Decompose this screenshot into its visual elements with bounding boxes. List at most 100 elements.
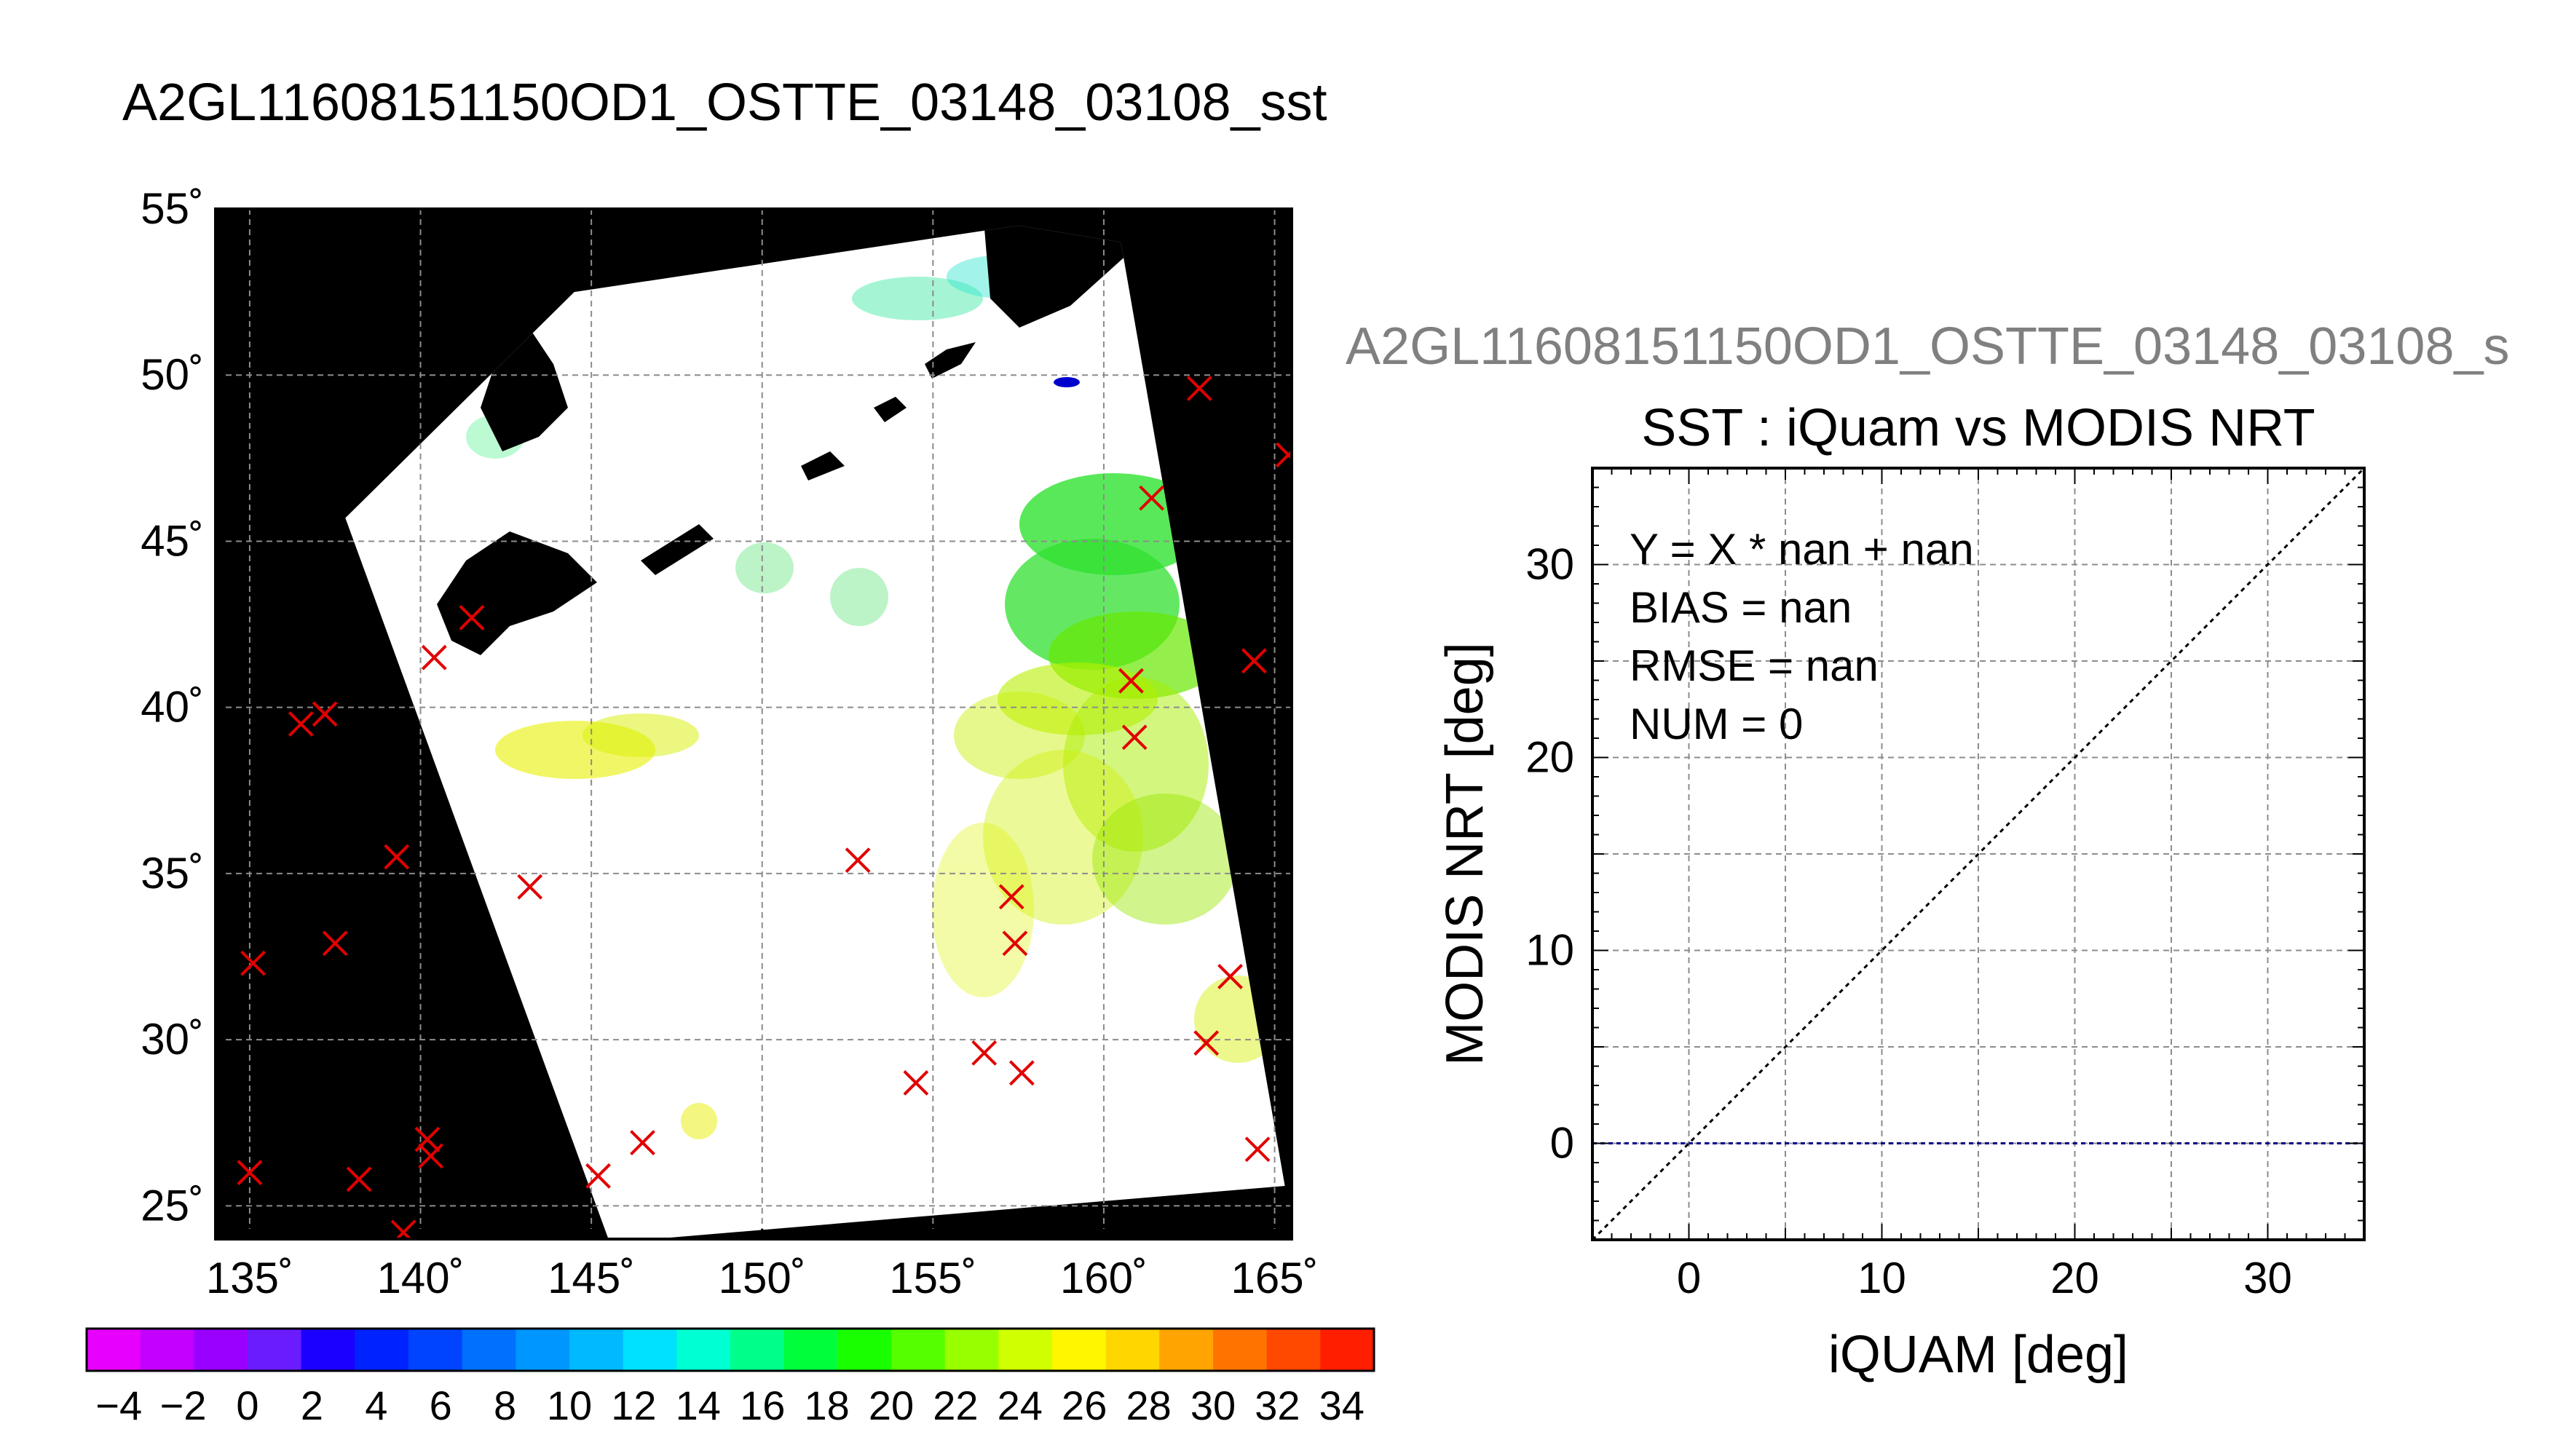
map-swath — [345, 225, 1285, 1239]
map-point — [845, 847, 871, 874]
scatter-x-tick-label: 10 — [1857, 1254, 1906, 1302]
colorbar-tick-label: 6 — [430, 1382, 452, 1428]
map-point — [237, 1160, 263, 1186]
colorbar-tick-label: 18 — [804, 1382, 849, 1428]
map-x-tick-label: 135˚ — [206, 1254, 293, 1302]
map-point — [1186, 376, 1212, 401]
scatter-y-tick-label: 0 — [1550, 1119, 1574, 1168]
map-point — [1118, 668, 1144, 694]
colorbar-tick-label: 28 — [1126, 1382, 1171, 1428]
map-point — [1139, 485, 1165, 511]
scatter-y-tick-label: 10 — [1525, 926, 1574, 975]
colorbar-tick-label: 34 — [1319, 1382, 1365, 1428]
colorbar-cell — [1159, 1329, 1214, 1371]
map-y-tick-label: 40˚ — [141, 683, 204, 732]
map-point — [346, 1166, 372, 1192]
colorbar-cell — [248, 1329, 302, 1371]
colorbar-tick-label: 10 — [547, 1382, 592, 1428]
colorbar-cell — [1213, 1329, 1268, 1371]
scatter-annotation: NUM = 0 — [1630, 700, 1803, 748]
map-point — [1275, 442, 1292, 468]
colorbar-tick-label: 26 — [1062, 1382, 1107, 1428]
colorbar-cell — [837, 1329, 892, 1371]
colorbar-tick-label: 0 — [236, 1382, 258, 1428]
map-point — [312, 701, 338, 727]
map-x-tick-label: 155˚ — [889, 1254, 976, 1302]
map-point — [459, 605, 485, 630]
colorbar-cell — [408, 1329, 463, 1371]
colorbar-cell — [301, 1329, 355, 1371]
map-y-tick-label: 55˚ — [141, 184, 204, 233]
colorbar-cell — [462, 1329, 516, 1371]
colorbar-cell — [891, 1329, 946, 1371]
map-point — [1244, 1136, 1271, 1163]
colorbar-tick-label: −4 — [95, 1382, 142, 1428]
map-point — [971, 1040, 998, 1066]
scatter-y-tick-labels: 0 10 20 30 — [1525, 540, 1574, 1168]
scatter-title: SST : iQuam vs MODIS NRT — [1641, 399, 2315, 457]
colorbar-tick-label: 22 — [933, 1382, 978, 1428]
map-y-tick-label: 30˚ — [141, 1015, 204, 1064]
scatter-panel: SST : iQuam vs MODIS NRT 0 10 20 30 0 10 20 30… — [1436, 399, 2366, 1384]
map-point — [322, 930, 348, 957]
colorbar-cell — [194, 1329, 248, 1371]
map-point — [903, 1070, 929, 1096]
map-point — [517, 874, 543, 900]
map-point — [1008, 1060, 1035, 1086]
map-point — [384, 844, 410, 870]
scatter-y-tick-label: 20 — [1525, 733, 1574, 782]
scatter-ylabel: MODIS NRT [deg] — [1436, 642, 1494, 1066]
map-point — [421, 644, 447, 670]
colorbar-cell — [516, 1329, 570, 1371]
map-x-tick-label: 160˚ — [1060, 1254, 1148, 1302]
colorbar-cells — [87, 1329, 1375, 1371]
map-points — [237, 376, 1292, 1239]
map-point — [1002, 930, 1028, 957]
colorbar-tick-label: 8 — [494, 1382, 516, 1428]
map-x-tick-label: 150˚ — [719, 1254, 806, 1302]
colorbar-cell — [1105, 1329, 1160, 1371]
scatter-x-tick-labels: 0 10 20 30 — [1677, 1254, 2292, 1302]
map-x-ticks: 135˚ 140˚ 145˚ 150˚ 155˚ 160˚ 165˚ — [206, 1229, 1319, 1302]
map-frame — [214, 207, 1293, 1241]
scatter-annotations: Y = X * nan + nan BIAS = nan RMSE = nan NUM… — [1630, 525, 1974, 748]
colorbar-cell — [623, 1329, 677, 1371]
colorbar-tick-label: −2 — [160, 1382, 207, 1428]
sst-patches — [466, 255, 1282, 1139]
colorbar-cell — [1320, 1329, 1375, 1371]
identity-line — [1592, 468, 2364, 1240]
map-point — [1193, 1030, 1220, 1056]
map-point — [1241, 648, 1267, 674]
colorbar-tick-label: 24 — [998, 1382, 1043, 1428]
colorbar-frame — [85, 1327, 1375, 1372]
scatter-annotation: Y = X * nan + nan — [1630, 525, 1974, 574]
map-panel: 135˚ 140˚ 145˚ 150˚ 155˚ 160˚ 165˚ 25˚ 30˚ 35˚ 40… — [141, 184, 1318, 1302]
map-y-tick-label: 50˚ — [141, 350, 204, 399]
map-point — [390, 1219, 416, 1239]
scatter-x-tick-label: 0 — [1677, 1254, 1701, 1302]
colorbar-cell — [730, 1329, 785, 1371]
map-title: A2GL11608151150OD1_OSTTE_03148_03108_sst — [122, 74, 1327, 132]
map-x-tick-label: 145˚ — [548, 1254, 635, 1302]
colorbar-cell — [1266, 1329, 1321, 1371]
colorbar-cell — [87, 1329, 141, 1371]
scatter-annotation: BIAS = nan — [1630, 583, 1852, 632]
map-y-tick-label: 25˚ — [141, 1181, 204, 1230]
scatter-ticks — [1592, 467, 2365, 1241]
map-point — [418, 1143, 444, 1169]
map-x-tick-label: 140˚ — [376, 1254, 464, 1302]
colorbar-tick-label: 12 — [611, 1382, 656, 1428]
map-grid — [216, 209, 1292, 1239]
colorbar-labels: −4 −2 0 2 4 6 8 10 12 14 16 18 20 22 24 26 28 30 32 34 — [95, 1382, 1365, 1428]
map-point — [585, 1163, 611, 1189]
colorbar-tick-label: 2 — [301, 1382, 323, 1428]
colorbar-tick-label: 14 — [676, 1382, 721, 1428]
colorbar-cell — [355, 1329, 409, 1371]
scatter-annotation: RMSE = nan — [1630, 641, 1879, 690]
colorbar-cell — [998, 1329, 1053, 1371]
map-point — [240, 950, 266, 976]
colorbar-cell — [944, 1329, 999, 1371]
scatter-y-tick-label: 30 — [1525, 540, 1574, 589]
map-point — [1121, 724, 1148, 751]
colorbar-tick-label: 32 — [1255, 1382, 1300, 1428]
